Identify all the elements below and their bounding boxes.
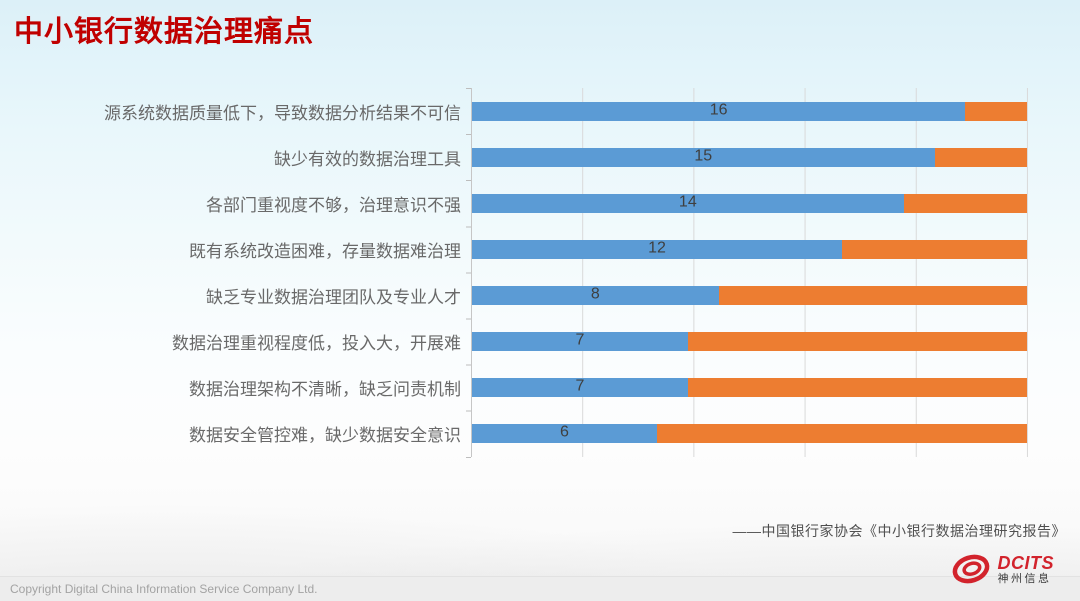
dcits-logo: DCITS 神州信息 bbox=[951, 551, 1055, 587]
logo-brand-cn-text: 神州信息 bbox=[997, 572, 1052, 585]
category-label: 缺少有效的数据治理工具 bbox=[274, 149, 461, 169]
bar-segment-blue: 16 bbox=[472, 101, 966, 121]
dcits-swirl-icon bbox=[952, 554, 989, 584]
bar-row: 缺少有效的数据治理工具 15 bbox=[10, 134, 1027, 180]
bar-track: 12 bbox=[472, 239, 1027, 259]
bar-track: 7 bbox=[472, 377, 1027, 397]
category-label: 源系统数据质量低下，导致数据分析结果不可信 bbox=[104, 103, 461, 123]
category-label: 各部门重视度不够，治理意识不强 bbox=[206, 195, 461, 215]
category-label: 既有系统改造困难，存量数据难治理 bbox=[189, 241, 461, 261]
bar-row: 各部门重视度不够，治理意识不强 14 bbox=[10, 180, 1027, 226]
bar-row: 缺乏专业数据治理团队及专业人才 8 bbox=[10, 272, 1027, 318]
bar-track: 16 bbox=[472, 101, 1027, 121]
bar-segment-blue: 8 bbox=[472, 285, 719, 305]
bar-value-label: 7 bbox=[575, 377, 585, 395]
bar-segment-orange bbox=[657, 423, 1027, 443]
bar-row: 数据安全管控难，缺少数据安全意识 6 bbox=[10, 410, 1027, 456]
logo-brand-text: DCITS bbox=[997, 552, 1054, 573]
bar-track: 6 bbox=[472, 423, 1027, 443]
category-label: 数据治理架构不清晰，缺乏问责机制 bbox=[189, 379, 461, 399]
bar-row: 数据治理架构不清晰，缺乏问责机制 7 bbox=[10, 364, 1027, 410]
bar-value-label: 8 bbox=[590, 285, 600, 303]
logo-text: DCITS 神州信息 bbox=[998, 554, 1055, 585]
bar-track: 14 bbox=[472, 193, 1027, 213]
stacked-bar-chart: 源系统数据质量低下，导致数据分析结果不可信 16 缺少有效的数据治理工具 15 各部门重… bbox=[10, 88, 1028, 458]
bar-track: 8 bbox=[472, 285, 1027, 305]
footer-bar: Copyright Digital China Information Serv… bbox=[0, 576, 1080, 601]
bar-segment-blue: 6 bbox=[472, 423, 657, 443]
bar-value-label: 12 bbox=[648, 239, 666, 257]
category-label: 缺乏专业数据治理团队及专业人才 bbox=[206, 287, 461, 307]
bar-value-label: 14 bbox=[678, 193, 697, 211]
chart-rows: 源系统数据质量低下，导致数据分析结果不可信 16 缺少有效的数据治理工具 15 各部门重… bbox=[10, 88, 1027, 458]
bar-segment-orange bbox=[718, 285, 1027, 305]
bar-track: 7 bbox=[472, 331, 1027, 351]
bar-row: 数据治理重视程度低，投入大，开展难 7 bbox=[10, 318, 1027, 364]
bar-segment-orange bbox=[903, 193, 1027, 213]
bar-segment-blue: 7 bbox=[472, 331, 688, 351]
copyright-text: Copyright Digital China Information Serv… bbox=[10, 582, 318, 596]
page-title: 中小银行数据治理痛点 bbox=[14, 16, 315, 48]
bar-value-label: 7 bbox=[575, 331, 585, 349]
category-label: 数据安全管控难，缺少数据安全意识 bbox=[189, 425, 461, 445]
decorative-wave-texture bbox=[0, 468, 1080, 578]
bar-segment-orange bbox=[934, 147, 1027, 167]
bar-segment-orange bbox=[965, 101, 1027, 121]
bar-segment-orange bbox=[687, 331, 1027, 351]
bar-segment-blue: 15 bbox=[472, 147, 935, 167]
bar-segment-orange bbox=[842, 239, 1027, 259]
bar-segment-blue: 14 bbox=[472, 193, 904, 213]
bar-segment-orange bbox=[687, 377, 1027, 397]
bar-value-label: 16 bbox=[709, 101, 728, 119]
bar-segment-blue: 7 bbox=[472, 377, 688, 397]
bar-row: 源系统数据质量低下，导致数据分析结果不可信 16 bbox=[10, 88, 1027, 134]
bar-track: 15 bbox=[472, 147, 1027, 167]
bar-row: 既有系统改造困难，存量数据难治理 12 bbox=[10, 226, 1027, 272]
bar-segment-blue: 12 bbox=[472, 239, 842, 259]
chart-axis-ticks bbox=[466, 88, 471, 458]
bar-value-label: 15 bbox=[694, 147, 713, 165]
category-label: 数据治理重视程度低，投入大，开展难 bbox=[172, 333, 461, 353]
bar-value-label: 6 bbox=[560, 423, 569, 441]
